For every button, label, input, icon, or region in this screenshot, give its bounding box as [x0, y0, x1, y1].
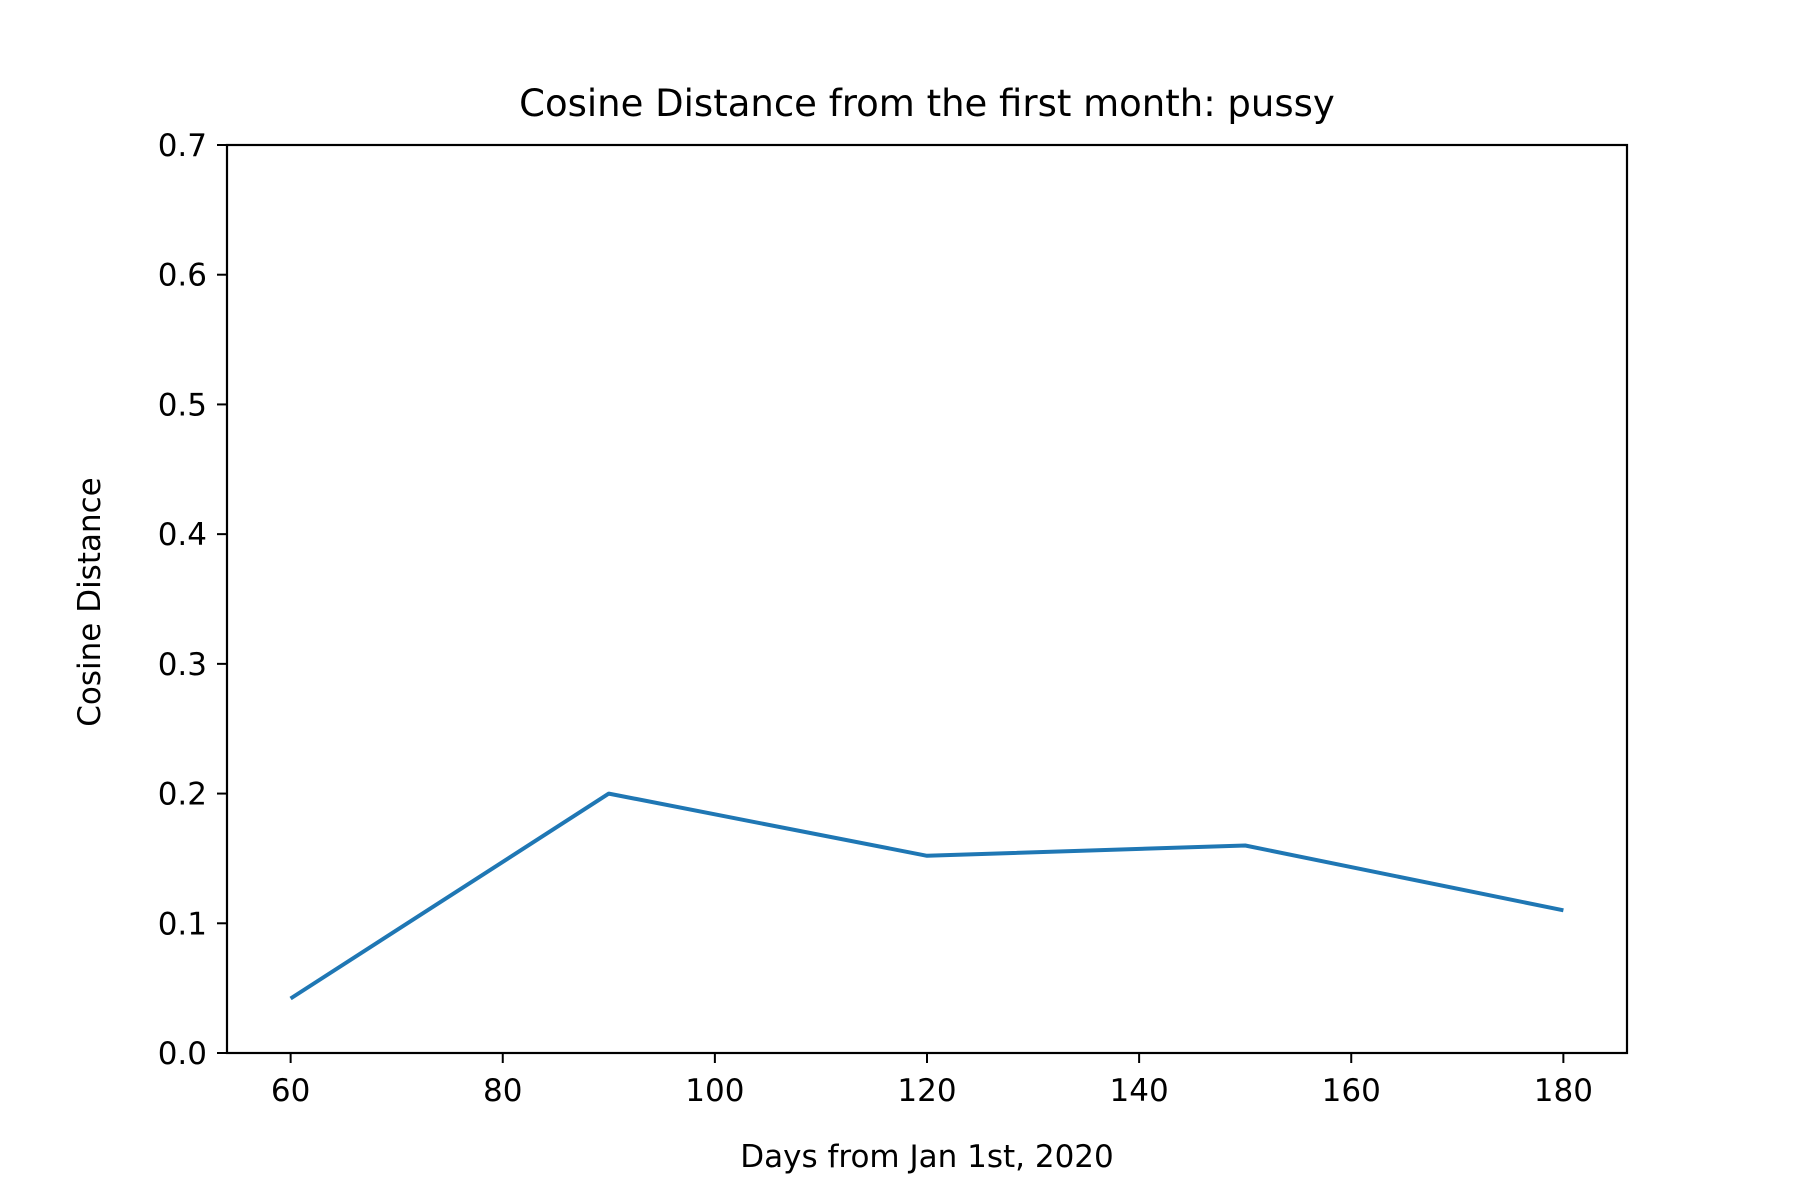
- x-tick-label: 100: [685, 1073, 744, 1109]
- y-tick-label: 0.1: [158, 906, 207, 942]
- x-tick-label: 120: [897, 1073, 956, 1109]
- x-tick-label: 160: [1322, 1073, 1381, 1109]
- y-tick-label: 0.0: [158, 1036, 207, 1072]
- y-axis-label: Cosine Distance: [72, 477, 108, 727]
- x-tick-label: 60: [271, 1073, 310, 1109]
- y-tick-label: 0.2: [158, 777, 207, 813]
- y-tick-label: 0.4: [158, 517, 207, 553]
- x-axis-label: Days from Jan 1st, 2020: [740, 1139, 1113, 1175]
- series-line-0: [289, 791, 1564, 1001]
- plot-area: 60 80 100 120 140 160 180 0.0 0.1 0.2 0.3 0.4 0.5 0.6…: [158, 128, 1629, 1109]
- y-tick-label: 0.5: [158, 387, 207, 423]
- y-tick-label: 0.6: [158, 258, 207, 294]
- x-tick-label: 140: [1110, 1073, 1169, 1109]
- x-tick-label: 180: [1534, 1073, 1593, 1109]
- y-tick-label: 0.3: [158, 647, 207, 683]
- y-tick-label: 0.7: [158, 128, 207, 164]
- plot-frame: [225, 143, 1629, 1055]
- chart-title: Cosine Distance from the first month: pu…: [519, 82, 1335, 125]
- x-tick-label: 80: [483, 1073, 522, 1109]
